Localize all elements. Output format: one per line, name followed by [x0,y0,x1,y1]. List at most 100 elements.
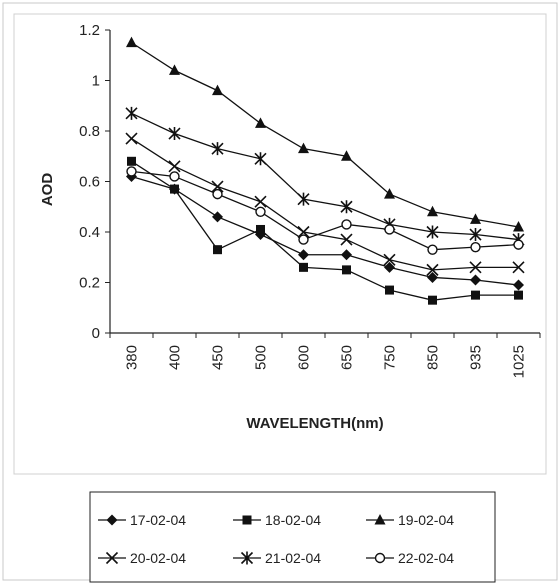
data-point-diamond [384,261,395,273]
data-point-star [254,152,267,166]
data-point-triangle [255,117,266,128]
legend-item-22-02-04: 22-02-04 [366,550,454,566]
series-19-02-04 [126,36,524,232]
series-line [131,160,519,301]
data-point-diamond [513,279,524,291]
data-point-circle [470,241,481,253]
legend-item-19-02-04: 19-02-04 [366,512,454,528]
y-tick-label: 0.8 [79,123,100,140]
series-line [131,112,519,241]
data-point-x [254,195,267,208]
data-point-square [213,245,222,255]
y-tick-label: 0.6 [79,174,100,191]
data-point-diamond [470,274,481,286]
legend-label: 20-02-04 [130,550,186,566]
legend-label: 19-02-04 [398,512,454,528]
legend-item-20-02-04: 20-02-04 [98,550,186,566]
y-axis-title: AOD [39,173,56,207]
data-point-square [385,285,394,295]
data-point-square [170,184,179,194]
legend-label: 22-02-04 [398,550,454,566]
data-point-circle [212,188,223,200]
data-point-triangle [126,36,137,48]
data-point-x [512,261,525,274]
data-point-diamond [427,271,438,283]
data-point-triangle [212,84,223,96]
y-tick-label: 1.2 [79,22,100,39]
x-tick-label: 600 [296,345,313,370]
data-point-circle [374,552,386,564]
data-point-star [168,127,181,141]
data-point-triangle [169,64,180,75]
figure-frame [2,2,558,581]
axes: 0 0.2 0.4 0.6 0.8 1 1.2 380 400 450 500 600 650 750 85… [39,22,541,432]
legend-item-18-02-04: 18-02-04 [233,512,321,528]
data-point-square [127,156,136,166]
x-tick-label: 750 [382,345,399,370]
data-point-triangle [427,205,438,217]
data-point-x [125,132,138,145]
x-tick-label: 380 [124,345,141,370]
data-point-circle [513,239,524,250]
y-tick-label: 1 [92,73,100,90]
data-point-star [426,225,439,239]
legend-label: 17-02-04 [130,512,186,528]
data-point-square [256,224,265,234]
y-tick-label: 0.4 [79,224,100,241]
data-point-star [340,200,353,214]
data-point-x [297,225,310,239]
data-point-x [168,160,181,173]
data-point-star [240,551,254,565]
data-point-diamond [212,211,223,223]
data-point-x [211,180,224,193]
data-point-triangle [384,188,395,199]
legend-box [89,491,496,583]
data-point-circle [384,224,395,235]
x-tick-label: 500 [253,345,270,370]
data-point-star [469,228,482,242]
data-point-square [342,265,351,275]
data-point-circle [126,166,137,177]
data-point-circle [169,171,180,182]
data-point-diamond [341,249,352,261]
legend: 17-02-04 18-02-04 19-02-04 20-02-04 21-02-04… [89,491,496,583]
data-point-triangle [513,220,524,232]
data-point-square [299,262,308,272]
data-point-triangle [341,150,352,161]
data-point-star [211,142,224,156]
data-point-square [471,290,480,300]
x-tick-label: 450 [210,345,227,370]
data-point-circle [255,206,266,218]
data-point-triangle [470,213,481,224]
data-point-square [428,295,437,305]
data-point-triangle [374,514,386,525]
data-point-circle [298,234,309,245]
series-layer [125,36,525,305]
data-point-circle [427,244,438,255]
data-point-triangle [298,142,309,154]
x-tick-label: 850 [425,345,442,370]
series-line [131,175,519,286]
series-line [131,42,519,228]
data-point-square [242,515,252,525]
data-point-diamond [298,249,309,261]
legend-label: 18-02-04 [265,512,321,528]
legend-item-21-02-04: 21-02-04 [233,550,321,566]
legend-label: 21-02-04 [265,550,321,566]
data-point-x [469,261,482,274]
series-line [131,138,519,271]
data-point-circle [341,219,352,230]
series-18-02-04 [127,156,523,305]
x-tick-label: 400 [167,345,184,370]
series-22-02-04 [126,166,524,255]
data-point-x [105,551,119,565]
x-tick-label: 935 [468,345,485,370]
y-tick-label: 0 [92,325,100,342]
data-point-square [514,290,523,300]
plot-area-frame [13,13,547,475]
x-axis-title: WAVELENGTH(nm) [246,415,383,432]
legend-item-17-02-04: 17-02-04 [98,512,186,528]
data-point-x [340,233,353,246]
